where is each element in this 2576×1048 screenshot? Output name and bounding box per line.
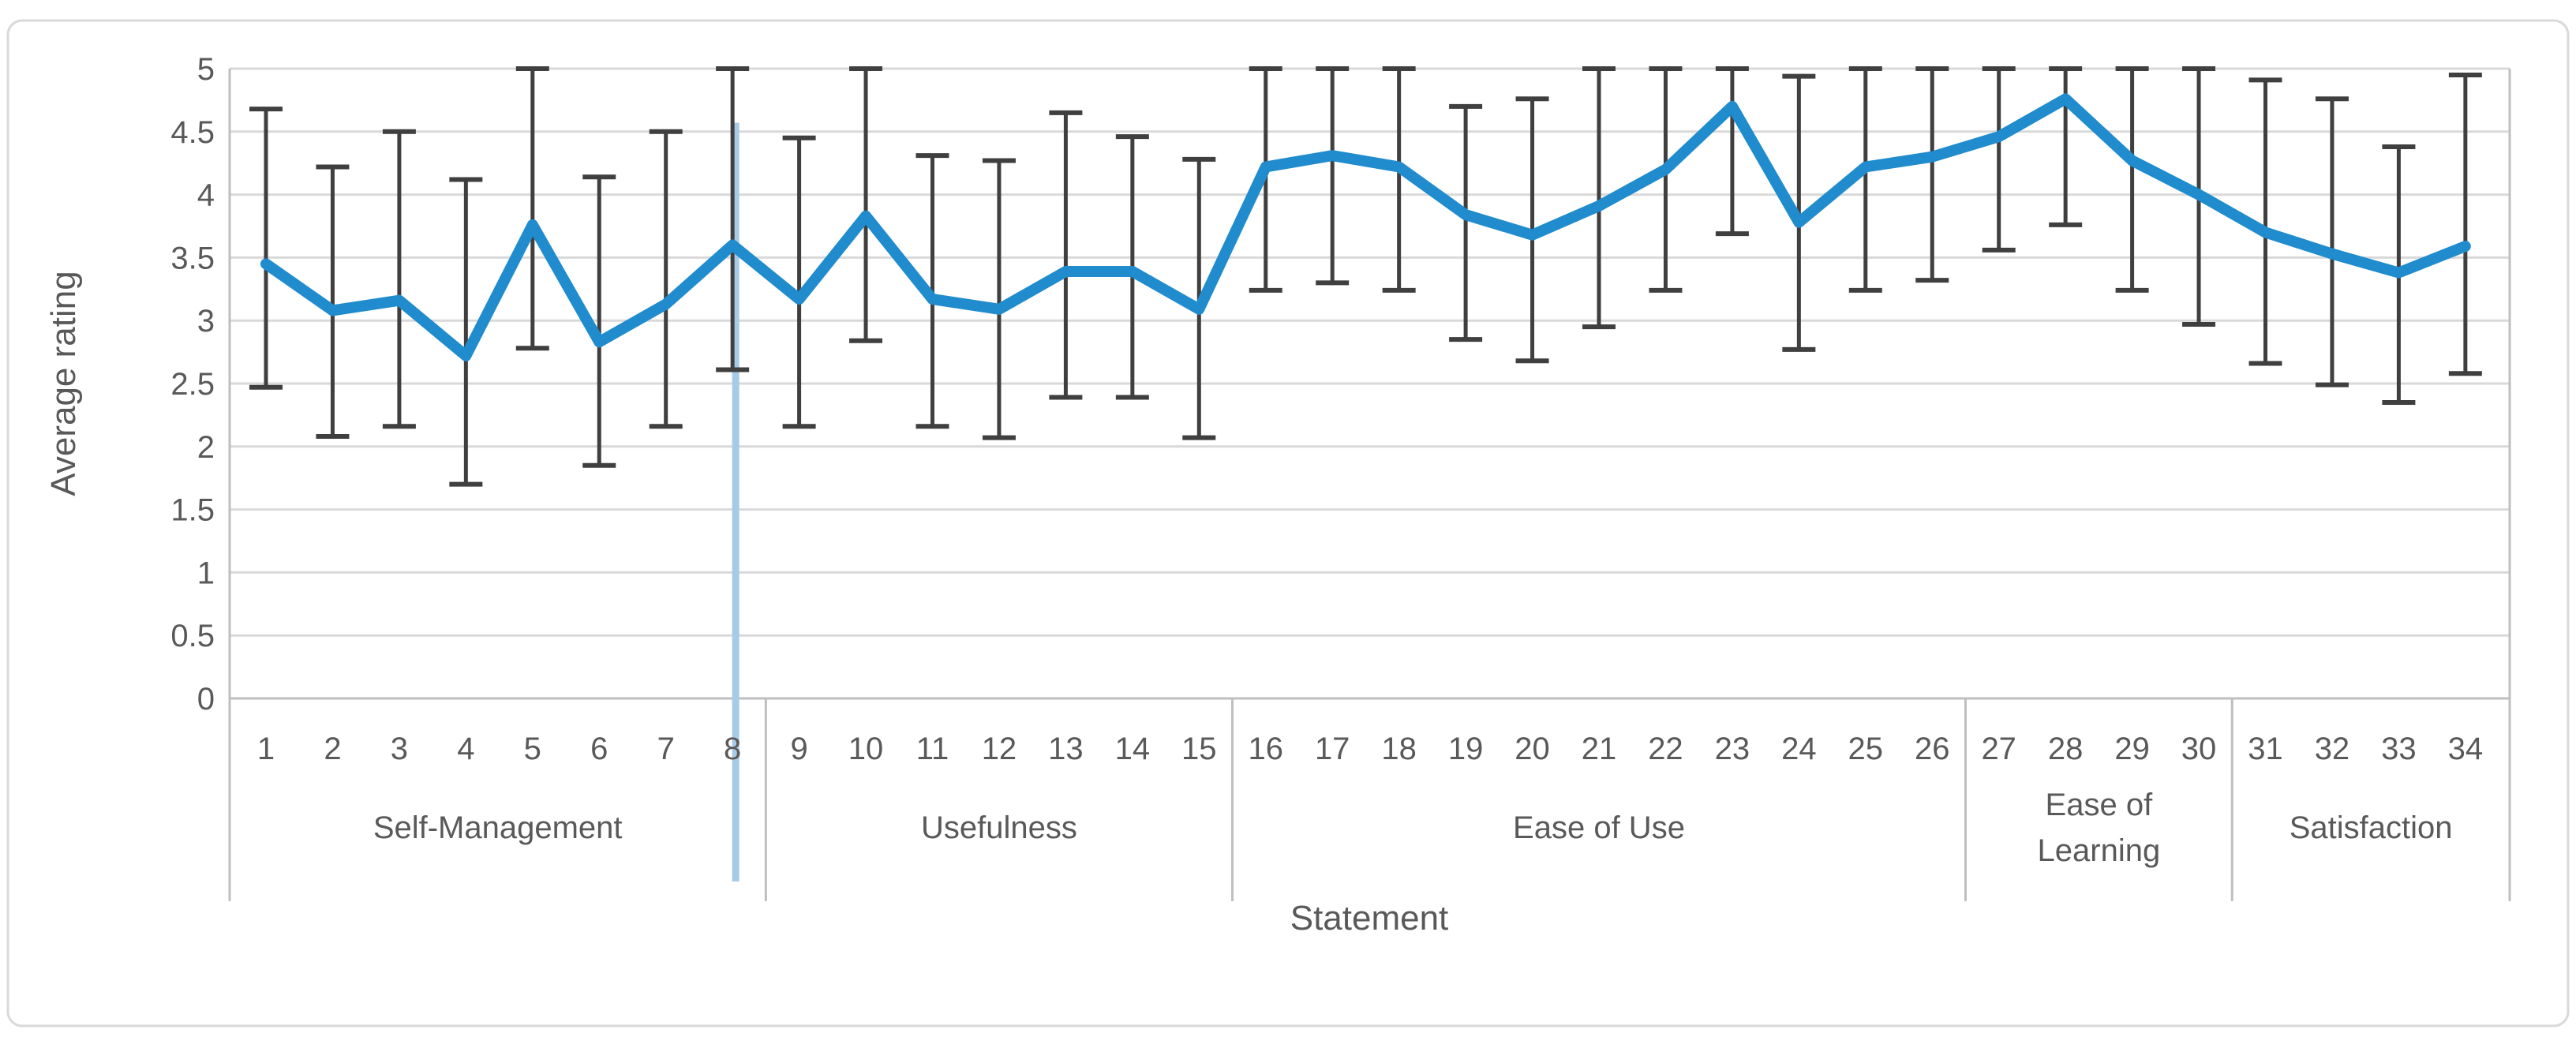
error-bar — [1715, 66, 1749, 237]
error-bar — [1382, 66, 1416, 293]
y-axis-tick-labels: 0 0.5 1 1.5 2 2.5 3 3.5 4 4.5 5 — [170, 52, 215, 717]
x-tick-label: 33 — [2381, 732, 2417, 766]
x-tick-label: 14 — [1115, 732, 1151, 766]
y-tick-label: 4 — [197, 178, 215, 213]
x-tick-label: 28 — [2048, 732, 2084, 766]
average-rating-series-line — [260, 93, 2471, 361]
x-tick-label: 22 — [1648, 732, 1683, 766]
x-tick-label: 23 — [1715, 732, 1750, 766]
gridlines — [230, 67, 2510, 700]
x-tick-label: 20 — [1515, 732, 1550, 766]
category-label: Satisfaction — [2290, 810, 2453, 845]
error-bar — [2315, 96, 2349, 387]
error-bar — [2115, 66, 2149, 293]
error-bar — [649, 129, 683, 429]
y-tick-label: 5 — [197, 52, 215, 87]
x-tick-label: 3 — [391, 732, 408, 766]
card-border — [6, 19, 2570, 1027]
error-bar — [1649, 66, 1683, 293]
x-tick-label: 7 — [657, 732, 675, 766]
x-tick-label: 17 — [1315, 732, 1350, 766]
category-group-bands: Self-Management Usefulness Ease of Use Ease… — [373, 698, 2453, 901]
x-tick-label: 26 — [1915, 732, 1950, 766]
category-label: Usefulness — [921, 810, 1077, 845]
error-bar — [982, 158, 1016, 440]
error-bar — [1848, 66, 1882, 293]
x-tick-label: 31 — [2248, 732, 2283, 766]
error-bar — [2448, 72, 2482, 376]
error-bar — [849, 66, 883, 343]
y-tick-label: 1 — [197, 556, 215, 590]
error-bar — [1316, 66, 1350, 286]
x-tick-label: 16 — [1249, 732, 1284, 766]
y-axis-title: Average rating — [44, 271, 83, 496]
x-tick-label: 15 — [1181, 732, 1217, 766]
y-tick-label: 2 — [197, 430, 215, 465]
x-tick-label: 8 — [724, 732, 741, 766]
error-bar — [1915, 66, 1949, 283]
y-tick-label: 0.5 — [170, 619, 215, 653]
x-tick-label: 24 — [1781, 732, 1817, 766]
x-axis-title: Statement — [1290, 899, 1449, 938]
x-tick-label: 6 — [590, 732, 608, 766]
category-label: Ease of Learning — [2038, 788, 2161, 868]
error-bars — [249, 66, 2482, 487]
x-tick-label: 12 — [982, 732, 1017, 766]
y-tick-label: 1.5 — [170, 493, 215, 528]
error-bar — [582, 174, 616, 468]
error-bar — [515, 66, 549, 351]
error-bar — [1049, 110, 1083, 400]
x-tick-label: 11 — [916, 732, 949, 766]
error-bar — [449, 177, 483, 487]
x-tick-label: 1 — [257, 732, 275, 766]
category-label: Ease of Use — [1513, 810, 1685, 845]
y-tick-label: 4.5 — [170, 115, 215, 150]
x-axis-tick-labels: 1 2 3 4 5 6 7 8 9 10 11 12 13 14 15 16 17 18 19 20 21 22 23 24 2… — [257, 732, 2483, 766]
y-tick-label: 0 — [197, 682, 215, 717]
y-tick-label: 2.5 — [170, 367, 215, 402]
x-tick-label: 4 — [457, 732, 474, 766]
x-tick-label: 32 — [2315, 732, 2350, 766]
y-tick-label: 3.5 — [170, 241, 215, 275]
error-bar — [249, 107, 283, 390]
error-bar — [382, 129, 416, 429]
error-bar — [2248, 77, 2282, 366]
x-tick-label: 27 — [1981, 732, 2016, 766]
x-tick-label: 13 — [1048, 732, 1084, 766]
x-tick-label: 25 — [1848, 732, 1884, 766]
x-tick-label: 21 — [1582, 732, 1617, 766]
error-bar — [1582, 66, 1616, 330]
x-tick-label: 18 — [1381, 732, 1417, 766]
x-tick-label: 19 — [1448, 732, 1484, 766]
error-bar — [716, 66, 750, 372]
x-tick-label: 30 — [2181, 732, 2217, 766]
x-tick-label: 9 — [790, 732, 807, 766]
x-tick-label: 34 — [2448, 732, 2484, 766]
x-tick-label: 10 — [848, 732, 884, 766]
x-tick-label: 29 — [2114, 732, 2150, 766]
error-bar — [782, 135, 816, 429]
x-tick-label: 2 — [324, 732, 341, 766]
error-bar — [316, 164, 350, 440]
category-label: Self-Management — [373, 810, 623, 845]
error-bar — [1982, 66, 2016, 253]
y-tick-label: 3 — [197, 304, 215, 339]
error-bar — [1449, 103, 1483, 342]
plot-borders — [228, 69, 2511, 901]
x-tick-label: 5 — [524, 732, 541, 766]
